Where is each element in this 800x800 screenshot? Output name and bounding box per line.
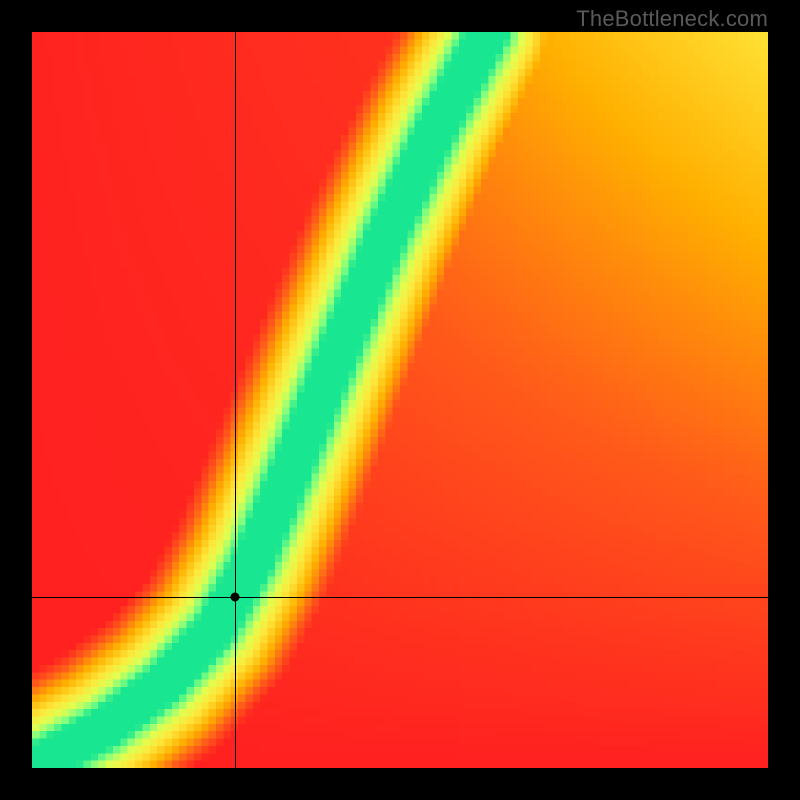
heatmap-canvas	[32, 32, 768, 768]
watermark-text: TheBottleneck.com	[576, 6, 768, 32]
heatmap-plot-area	[32, 32, 768, 768]
crosshair-marker-dot	[231, 593, 240, 602]
crosshair-horizontal	[32, 597, 768, 598]
crosshair-vertical	[235, 32, 236, 768]
